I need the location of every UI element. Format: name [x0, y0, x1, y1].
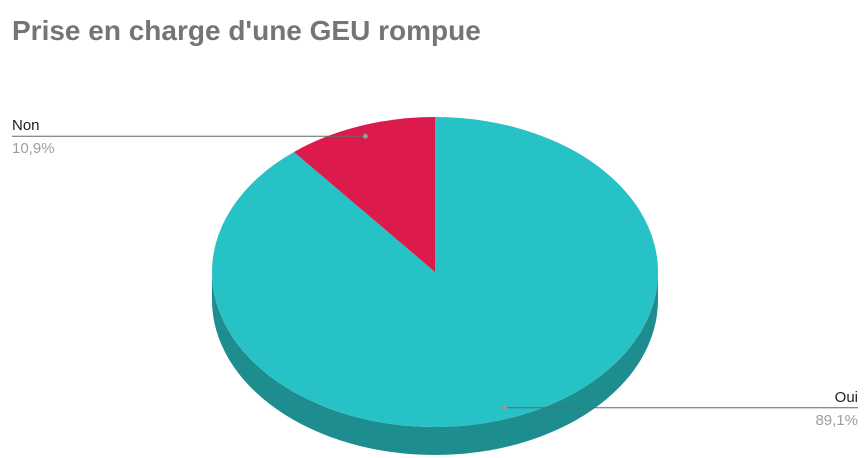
slice-label: Oui: [835, 389, 858, 406]
leader-dot: [362, 133, 368, 139]
slice-value-label: 89,1%: [815, 412, 858, 429]
pie-slice: [293, 117, 435, 272]
chart-title: Prise en charge d'une GEU rompue: [12, 15, 481, 46]
pie-side: [212, 272, 658, 455]
slice-label: Non: [12, 117, 40, 134]
slice-value-label: 10,9%: [12, 140, 55, 157]
leader-dot: [502, 405, 508, 411]
